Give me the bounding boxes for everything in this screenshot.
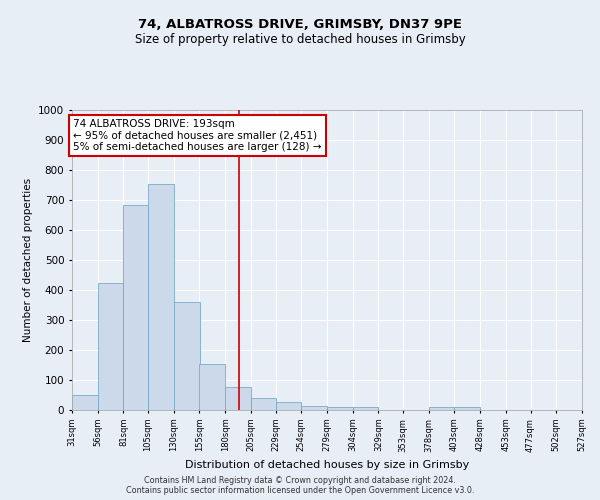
Y-axis label: Number of detached properties: Number of detached properties <box>23 178 32 342</box>
Text: Contains public sector information licensed under the Open Government Licence v3: Contains public sector information licen… <box>126 486 474 495</box>
Bar <box>225 386 251 410</box>
Text: 74, ALBATROSS DRIVE, GRIMSBY, DN37 9PE: 74, ALBATROSS DRIVE, GRIMSBY, DN37 9PE <box>138 18 462 30</box>
Text: 74 ALBATROSS DRIVE: 193sqm
← 95% of detached houses are smaller (2,451)
5% of se: 74 ALBATROSS DRIVE: 193sqm ← 95% of deta… <box>73 119 322 152</box>
Bar <box>455 407 480 410</box>
Bar <box>327 407 353 410</box>
Bar <box>301 406 327 410</box>
Bar <box>174 302 199 410</box>
Bar <box>275 402 301 410</box>
X-axis label: Distribution of detached houses by size in Grimsby: Distribution of detached houses by size … <box>185 460 469 470</box>
Bar <box>199 364 225 410</box>
Bar <box>353 407 379 410</box>
Bar <box>429 407 455 410</box>
Bar <box>251 398 275 410</box>
Bar <box>148 184 174 410</box>
Bar <box>72 395 98 410</box>
Text: Size of property relative to detached houses in Grimsby: Size of property relative to detached ho… <box>134 32 466 46</box>
Bar <box>98 282 124 410</box>
Bar <box>124 204 148 410</box>
Text: Contains HM Land Registry data © Crown copyright and database right 2024.: Contains HM Land Registry data © Crown c… <box>144 476 456 485</box>
